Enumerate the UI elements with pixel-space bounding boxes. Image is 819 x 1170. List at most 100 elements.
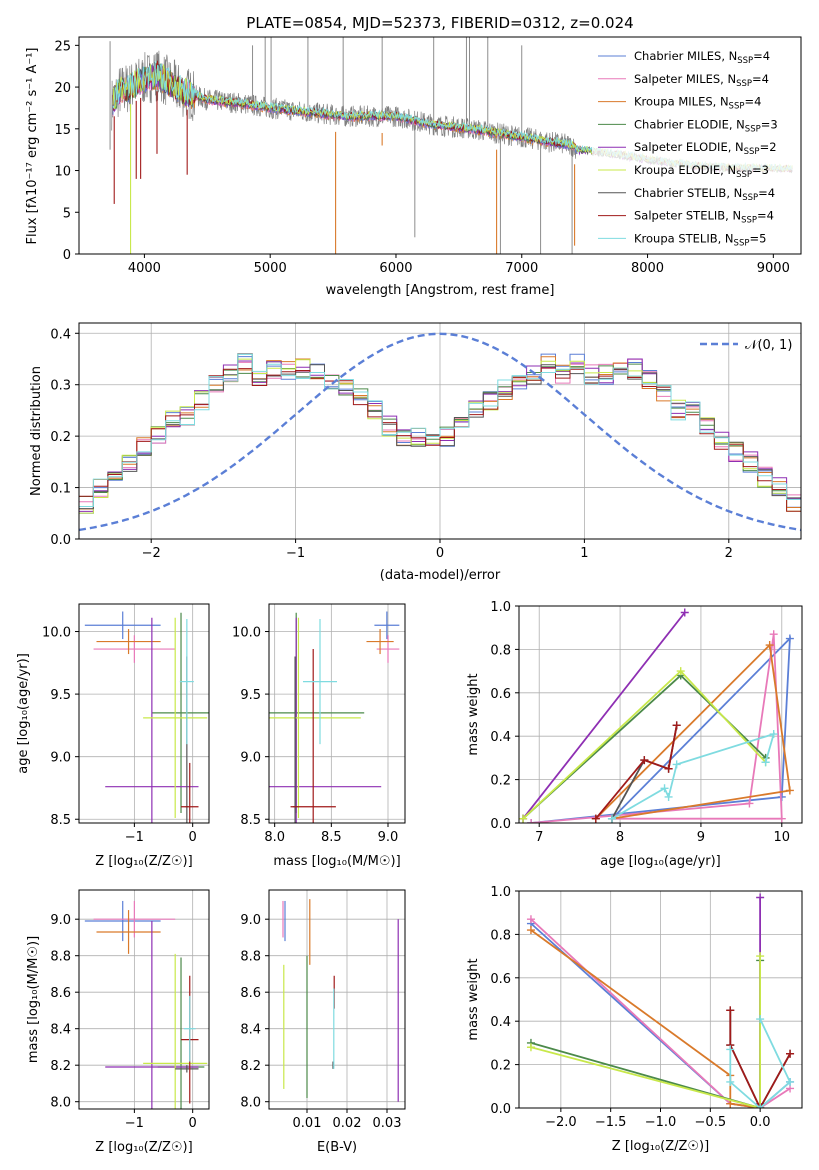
error-bar-kroupa_elodie bbox=[269, 617, 361, 818]
weight-line-kroupa_miles bbox=[530, 929, 761, 1108]
y-tick-label: 0.4 bbox=[490, 730, 511, 745]
weight_vs_Z-xlabel: Z [log₁₀(Z/Z☉)] bbox=[612, 1139, 709, 1154]
x-tick-label: 8.0 bbox=[264, 830, 285, 845]
y-tick-label: 10.0 bbox=[232, 626, 261, 641]
x-tick-label: 2 bbox=[725, 546, 733, 561]
x-tick-label: 7000 bbox=[505, 261, 538, 276]
error-bar-chabrier_stelib bbox=[175, 1065, 199, 1073]
x-tick-label: 10 bbox=[774, 830, 791, 845]
y-tick-label: 1.0 bbox=[490, 600, 511, 615]
weight-marker-salpeter_elodie bbox=[680, 608, 689, 617]
weight-line-salpeter_miles bbox=[531, 634, 783, 823]
legend-label-sub: SSP bbox=[745, 124, 761, 134]
x-tick-label: −2.0 bbox=[545, 1115, 577, 1130]
gaussian-curve bbox=[79, 332, 801, 532]
weight-marker-kroupa_elodie bbox=[519, 814, 528, 823]
mass_vs_Z-frame bbox=[78, 889, 210, 1110]
weight-marker-kroupa_stelib bbox=[786, 1077, 795, 1086]
x-tick-label: 1 bbox=[580, 546, 588, 561]
legend-label-main: Salpeter STELIB, N bbox=[634, 209, 741, 223]
x-tick-label: 4000 bbox=[128, 261, 161, 276]
weight-marker-salpeter_miles bbox=[526, 915, 535, 924]
legend-label-main: Kroupa STELIB, N bbox=[634, 231, 734, 245]
y-tick-label: 25 bbox=[54, 39, 71, 54]
legend-label-tail: =3 bbox=[761, 117, 778, 131]
spectrum-ticks: 4000 5000 6000 7000 8000 9000 0 5 10 15 20 25 bbox=[54, 39, 789, 276]
y-tick-label: 0.3 bbox=[50, 379, 71, 394]
weight-line-kroupa_stelib bbox=[611, 732, 776, 820]
error-bar-salpeter_elodie bbox=[105, 617, 199, 823]
age_vs_mass-plot-area bbox=[269, 604, 405, 823]
spectrum-xlabel: wavelength [Angstrom, rest frame] bbox=[326, 283, 555, 298]
weight-marker-salpeter_stelib bbox=[640, 756, 649, 765]
legend-label-tail: =5 bbox=[749, 231, 766, 245]
y-tick-label: 0.4 bbox=[50, 327, 71, 342]
weight-marker-kroupa_elodie bbox=[756, 952, 765, 961]
y-tick-label: 8.0 bbox=[50, 1096, 71, 1111]
histogram-kroupa_stelib bbox=[79, 353, 801, 507]
legend-label: Salpeter MILES, NSSP=4 bbox=[634, 72, 769, 89]
x-tick-label: 8.5 bbox=[321, 830, 342, 845]
legend-background bbox=[592, 42, 797, 250]
weight-line-kroupa_miles bbox=[595, 643, 791, 820]
legend-label-tail: =4 bbox=[758, 186, 775, 200]
age_vs_Z-frame bbox=[78, 603, 210, 824]
legend-label-main: Chabrier MILES, N bbox=[634, 49, 737, 63]
histogram-salpeter_stelib bbox=[79, 367, 801, 512]
residual-ticks: −2 −1 0 1 2 0.0 0.1 0.2 0.3 0.4 bbox=[50, 327, 733, 561]
residual-panel: (data-model)/error Normed distribution 𝒩… bbox=[29, 322, 802, 583]
legend-label-tail: =4 bbox=[744, 95, 761, 109]
y-tick-label: 5 bbox=[63, 206, 71, 221]
legend-label-sub: SSP bbox=[729, 102, 745, 112]
mass-vs-ebv-panel: 0.01 0.02 0.03 8.0 8.2 8.4 8.6 8.8 9.0 E(B-V) bbox=[240, 889, 406, 1155]
y-tick-label: 1.0 bbox=[490, 885, 511, 900]
error-bar-kroupa_miles bbox=[366, 629, 394, 655]
weight-vs-metallicity-panel: −2.0 −1.5 −1.0 −0.5 0.0 0.0 0.2 0.4 0.6 0.8 1.0 Z [… bbox=[466, 885, 803, 1154]
error-bar-salpeter_elodie bbox=[105, 921, 199, 1109]
weight-line-salpeter_stelib bbox=[595, 725, 678, 820]
y-tick-label: 9.5 bbox=[240, 688, 261, 703]
x-tick-label: 0.0 bbox=[750, 1115, 771, 1130]
x-tick-label: −1.0 bbox=[645, 1115, 677, 1130]
mass_vs_Z-plot-area bbox=[79, 890, 209, 1109]
x-tick-label: −1.5 bbox=[595, 1115, 627, 1130]
y-tick-label: 0.2 bbox=[490, 1059, 511, 1074]
mass_vs_ebv-plot-area bbox=[269, 890, 405, 1109]
x-tick-label: 8 bbox=[616, 830, 624, 845]
weight_vs_Z-plot-area bbox=[519, 891, 802, 1108]
legend-label: Salpeter STELIB, NSSP=4 bbox=[634, 209, 774, 226]
age_vs_Z-ylabel: age [log₁₀(age/yr)] bbox=[16, 653, 31, 774]
weight-marker-kroupa_stelib bbox=[672, 760, 681, 769]
y-tick-label: 10 bbox=[54, 165, 71, 180]
y-tick-label: 0.0 bbox=[490, 817, 511, 832]
weight-marker-kroupa_miles bbox=[526, 926, 535, 935]
x-tick-label: −2 bbox=[142, 546, 161, 561]
y-tick-label: 8.5 bbox=[50, 813, 71, 828]
legend-label-tail: =4 bbox=[752, 72, 769, 86]
weight-line-salpeter_stelib bbox=[729, 1010, 791, 1108]
legend-label-main: Salpeter MILES, N bbox=[634, 72, 736, 86]
weight-line-kroupa_stelib bbox=[729, 1018, 792, 1108]
weight-marker-kroupa_stelib bbox=[769, 730, 778, 739]
x-tick-label: 7 bbox=[535, 830, 543, 845]
error-bar-chabrier_miles bbox=[374, 611, 400, 640]
gaussian-legend-label: 𝒩(0, 1) bbox=[745, 338, 792, 353]
x-tick-label: −1 bbox=[286, 546, 305, 561]
weight-marker-salpeter_stelib bbox=[786, 1049, 795, 1058]
spectrum-frame bbox=[78, 36, 802, 255]
age_vs_Z-plot-area bbox=[79, 604, 209, 823]
weight-marker-kroupa_stelib bbox=[607, 814, 616, 823]
y-tick-label: 9.0 bbox=[50, 913, 71, 928]
weight-marker-kroupa_elodie bbox=[526, 1043, 535, 1052]
y-tick-label: 8.5 bbox=[240, 813, 261, 828]
y-tick-label: 8.8 bbox=[240, 950, 261, 965]
y-tick-label: 8.8 bbox=[50, 950, 71, 965]
mass_vs_Z-xlabel: Z [log₁₀(Z/Z☉)] bbox=[95, 1140, 192, 1155]
legend-label: Kroupa STELIB, NSSP=5 bbox=[634, 231, 766, 248]
age_vs_Z-xlabel: Z [log₁₀(Z/Z☉)] bbox=[95, 854, 192, 869]
weight-marker-chabrier_miles bbox=[785, 634, 794, 643]
error-bar-salpeter_stelib bbox=[290, 649, 336, 823]
legend-label: Chabrier MILES, NSSP=4 bbox=[634, 49, 770, 66]
